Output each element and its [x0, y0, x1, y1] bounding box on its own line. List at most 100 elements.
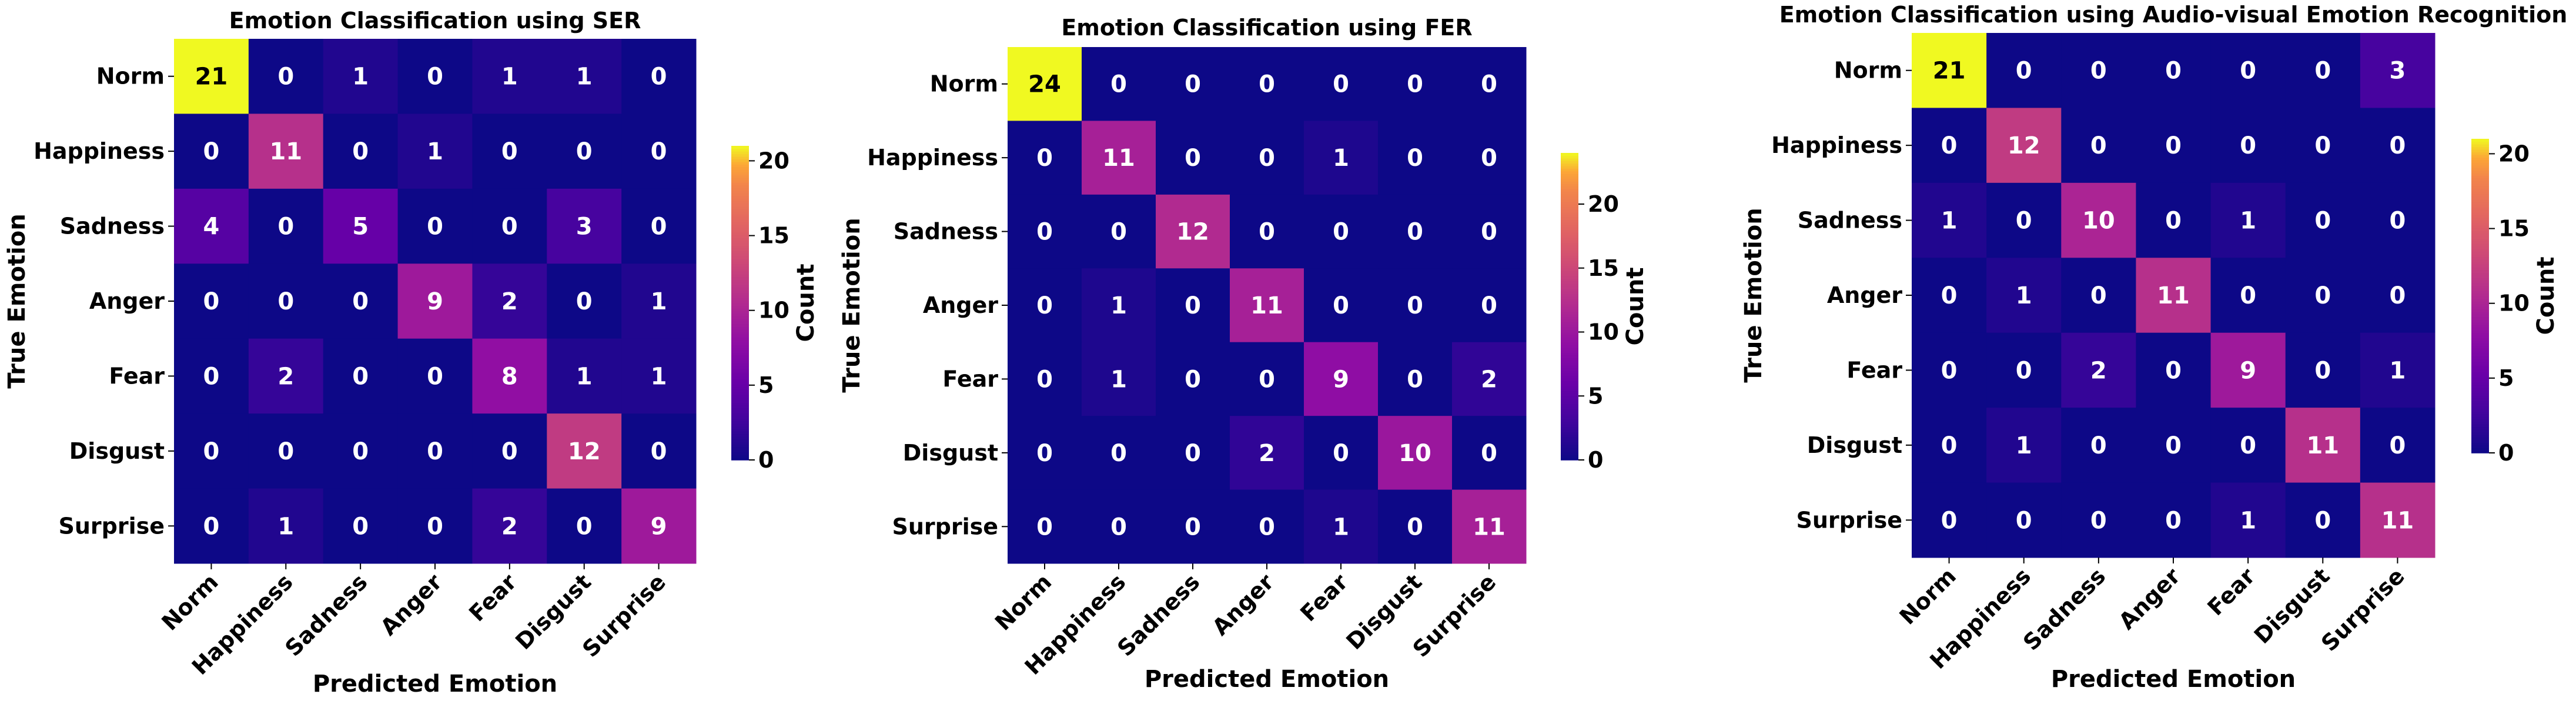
cell-value-label: 0: [1407, 513, 1423, 541]
cell-value-label: 0: [1036, 292, 1053, 319]
colorbar-segment: [2471, 259, 2489, 262]
colorbar-segment: [2471, 243, 2489, 247]
colorbar-segment: [2471, 379, 2489, 383]
cell-value-label: 0: [1333, 440, 1349, 467]
cell-value-label: 0: [352, 138, 369, 165]
heatmap-cell: [248, 39, 324, 114]
cell-value-label: 0: [277, 438, 294, 465]
cell-value-label: 1: [427, 138, 443, 165]
colorbar-segment: [2471, 437, 2489, 441]
heatmap-cell: [2061, 408, 2136, 483]
colorbar-segment: [1561, 439, 1578, 443]
colorbar-segment: [1561, 250, 1578, 253]
colorbar-segment: [2471, 188, 2489, 192]
heatmap-cell: [2061, 33, 2136, 108]
heatmap-cell: [1912, 408, 1987, 483]
heatmap-cell: [1452, 489, 1527, 564]
colorbar-segment: [2471, 262, 2489, 265]
colorbar-segment: [731, 185, 749, 188]
heatmap-cell: [1378, 47, 1453, 121]
colorbar-segment: [2471, 335, 2489, 338]
x-tick-label: Norm: [156, 569, 223, 635]
y-tick-label: Fear: [109, 363, 165, 389]
colorbar-segment: [1561, 209, 1578, 212]
colorbar-segment: [2471, 154, 2489, 158]
x-axis-label: Predicted Emotion: [1145, 666, 1389, 693]
colorbar-segment: [1561, 358, 1578, 361]
colorbar-segment: [1561, 368, 1578, 371]
colorbar-segment: [1561, 268, 1578, 271]
heatmap-cell: [1378, 342, 1453, 416]
colorbar-segment: [1561, 388, 1578, 392]
colorbar-segment: [2471, 390, 2489, 393]
heatmap-cell: [1082, 416, 1156, 491]
colorbar-segment: [1561, 355, 1578, 358]
colorbar-label: Count: [792, 264, 819, 342]
colorbar-segment: [731, 164, 749, 168]
colorbar-segment: [2471, 175, 2489, 179]
heatmap-cell: [1230, 47, 1304, 121]
heatmap-cell: [2360, 482, 2436, 558]
colorbar-segment: [1561, 186, 1578, 189]
colorbar-segment: [731, 355, 749, 359]
cell-value-label: 0: [1407, 219, 1423, 246]
colorbar-segment: [1561, 168, 1578, 172]
colorbar-segment: [2471, 416, 2489, 419]
y-tick-label: Disgust: [69, 438, 165, 464]
colorbar-segment: [2471, 238, 2489, 242]
colorbar-tick-label: 10: [1588, 319, 1619, 345]
colorbar-segment: [1561, 286, 1578, 289]
heatmap-cell: [621, 114, 697, 189]
colorbar-segment: [1561, 378, 1578, 381]
heatmap-cell: [1912, 482, 1987, 558]
colorbar-segment: [1561, 424, 1578, 428]
y-axis-label: True Emotion: [4, 213, 31, 388]
colorbar-segment: [2471, 324, 2489, 328]
colorbar-label: Count: [2532, 257, 2560, 335]
colorbar-segment: [1561, 337, 1578, 341]
heatmap-cell: [1082, 268, 1156, 343]
cell-value-label: 0: [2240, 282, 2256, 309]
colorbar-segment: [2471, 275, 2489, 278]
colorbar-segment: [2471, 319, 2489, 323]
colorbar-segment: [1561, 452, 1578, 456]
colorbar-segment: [731, 188, 749, 191]
colorbar-segment: [731, 216, 749, 220]
colorbar-segment: [731, 211, 749, 215]
cell-value-label: 0: [2090, 507, 2107, 534]
cell-value-label: 1: [2390, 357, 2406, 384]
heatmap-cell: [323, 488, 399, 564]
cell-value-label: 0: [1941, 357, 1958, 384]
x-tick-label: Sadness: [2018, 563, 2110, 655]
colorbar-segment: [731, 415, 749, 419]
colorbar-segment: [731, 402, 749, 406]
colorbar-segment: [2471, 309, 2489, 312]
heatmap-cell: [174, 114, 249, 189]
colorbar-segment: [1561, 288, 1578, 292]
cell-value-label: 0: [1333, 219, 1349, 246]
colorbar-segment: [1561, 398, 1578, 402]
heatmap-cell: [2061, 258, 2136, 333]
cell-value-label: 2: [1481, 366, 1497, 393]
colorbar-segment: [1561, 449, 1578, 453]
colorbar-segment: [2471, 327, 2489, 331]
colorbar-segment: [1561, 291, 1578, 295]
colorbar-segment: [2471, 298, 2489, 302]
heatmap-cell: [1378, 416, 1453, 491]
y-axis-label: True Emotion: [838, 218, 865, 392]
cell-value-label: 1: [1941, 208, 1958, 235]
colorbar-segment: [2471, 439, 2489, 443]
y-tick-label: Surprise: [892, 513, 998, 539]
colorbar-segment: [2471, 448, 2489, 451]
colorbar-segment: [1561, 426, 1578, 430]
heatmap-cell: [2285, 258, 2361, 333]
colorbar-segment: [2471, 264, 2489, 268]
cell-value-label: 1: [277, 513, 294, 540]
colorbar-segment: [731, 452, 749, 455]
colorbar-segment: [2471, 303, 2489, 307]
x-tick-label: Sadness: [280, 569, 372, 661]
colorbar-segment: [731, 433, 749, 437]
colorbar-segment: [1561, 434, 1578, 438]
heatmap-cell: [1230, 121, 1304, 195]
colorbar-segment: [2471, 408, 2489, 412]
